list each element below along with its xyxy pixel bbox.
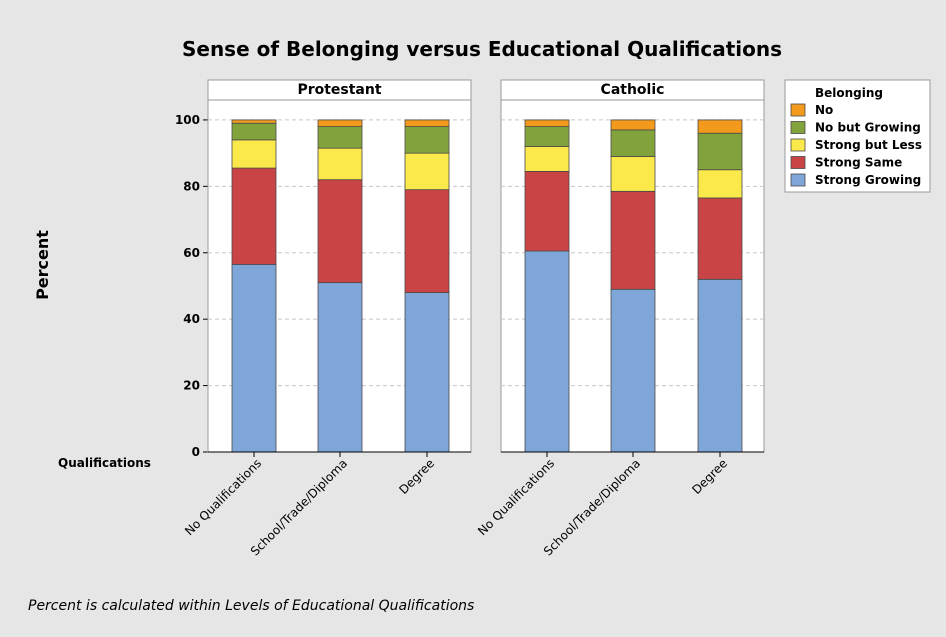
- bar-segment-strong-growing: [404, 292, 450, 453]
- bar-segment-strong-growing: [317, 282, 363, 453]
- legend-swatch-no-but-growing: [790, 121, 806, 134]
- legend-label-no-but-growing: No but Growing: [815, 121, 921, 135]
- bar-segment-strong-but-less: [524, 146, 570, 172]
- legend-label-strong-but-less: Strong but Less: [815, 138, 922, 152]
- legend-label-strong-same: Strong Same: [815, 156, 902, 170]
- bar-segment-no-but-growing: [697, 132, 743, 171]
- legend-label-strong-growing: Strong Growing: [815, 173, 921, 187]
- y-tick-label: 100: [175, 113, 200, 127]
- legend: Belonging No No but Growing Strong but Less…: [784, 79, 931, 193]
- bar-segment-no-but-growing: [404, 126, 450, 154]
- footnote: Percent is calculated within Levels of E…: [28, 598, 474, 614]
- x-axis-title: Qualifications: [58, 456, 151, 470]
- bar-segment-no-but-growing: [610, 129, 656, 157]
- bar-segment-strong-but-less: [610, 156, 656, 192]
- bar-segment-strong-growing: [524, 250, 570, 453]
- bar-segment-no-but-growing: [317, 126, 363, 149]
- bar-segment-strong-growing: [697, 278, 743, 453]
- bar-segment-no: [317, 119, 363, 127]
- y-axis-title: Percent: [33, 230, 52, 300]
- y-tick-label: 80: [183, 179, 200, 193]
- panel-header: [207, 79, 472, 101]
- legend-swatch-no: [790, 103, 806, 117]
- bar-segment-strong-but-less: [697, 169, 743, 199]
- bar-segment-no: [231, 119, 277, 124]
- legend-label-no: No: [815, 103, 833, 117]
- y-tick-label: 20: [183, 379, 200, 393]
- legend-box: [784, 79, 931, 193]
- panel-label: Protestant: [297, 82, 381, 98]
- bar-segment-strong-same: [404, 189, 450, 294]
- y-tick-label: 0: [192, 445, 200, 459]
- legend-swatch-strong-same: [790, 156, 806, 169]
- bar-segment-strong-growing: [231, 263, 277, 453]
- bar-segment-no-but-growing: [524, 126, 570, 147]
- bar-segment-strong-but-less: [317, 147, 363, 181]
- bar-segment-no: [697, 119, 743, 134]
- bar-segment-strong-same: [697, 197, 743, 280]
- bar-segment-strong-same: [231, 167, 277, 265]
- legend-swatch-strong-growing: [790, 173, 806, 187]
- bar-segment-no: [404, 119, 450, 127]
- bar-segment-strong-same: [524, 170, 570, 252]
- y-tick-label: 60: [183, 246, 200, 260]
- bar-segment-strong-but-less: [231, 139, 277, 169]
- bar-segment-strong-but-less: [404, 152, 450, 191]
- chart-title: Sense of Belonging versus Educational Qu…: [182, 37, 782, 61]
- y-tick-label: 40: [183, 312, 200, 326]
- bar-segment-strong-growing: [610, 288, 656, 453]
- legend-title: Belonging: [815, 86, 883, 100]
- panel-header: [500, 79, 765, 101]
- panel-label: Catholic: [601, 82, 665, 98]
- bar-segment-no: [524, 119, 570, 127]
- bar-segment-strong-same: [317, 179, 363, 284]
- bar-segment-strong-same: [610, 190, 656, 290]
- bar-segment-no: [610, 119, 656, 131]
- legend-swatch-strong-but-less: [790, 138, 806, 152]
- bar-segment-no-but-growing: [231, 122, 277, 141]
